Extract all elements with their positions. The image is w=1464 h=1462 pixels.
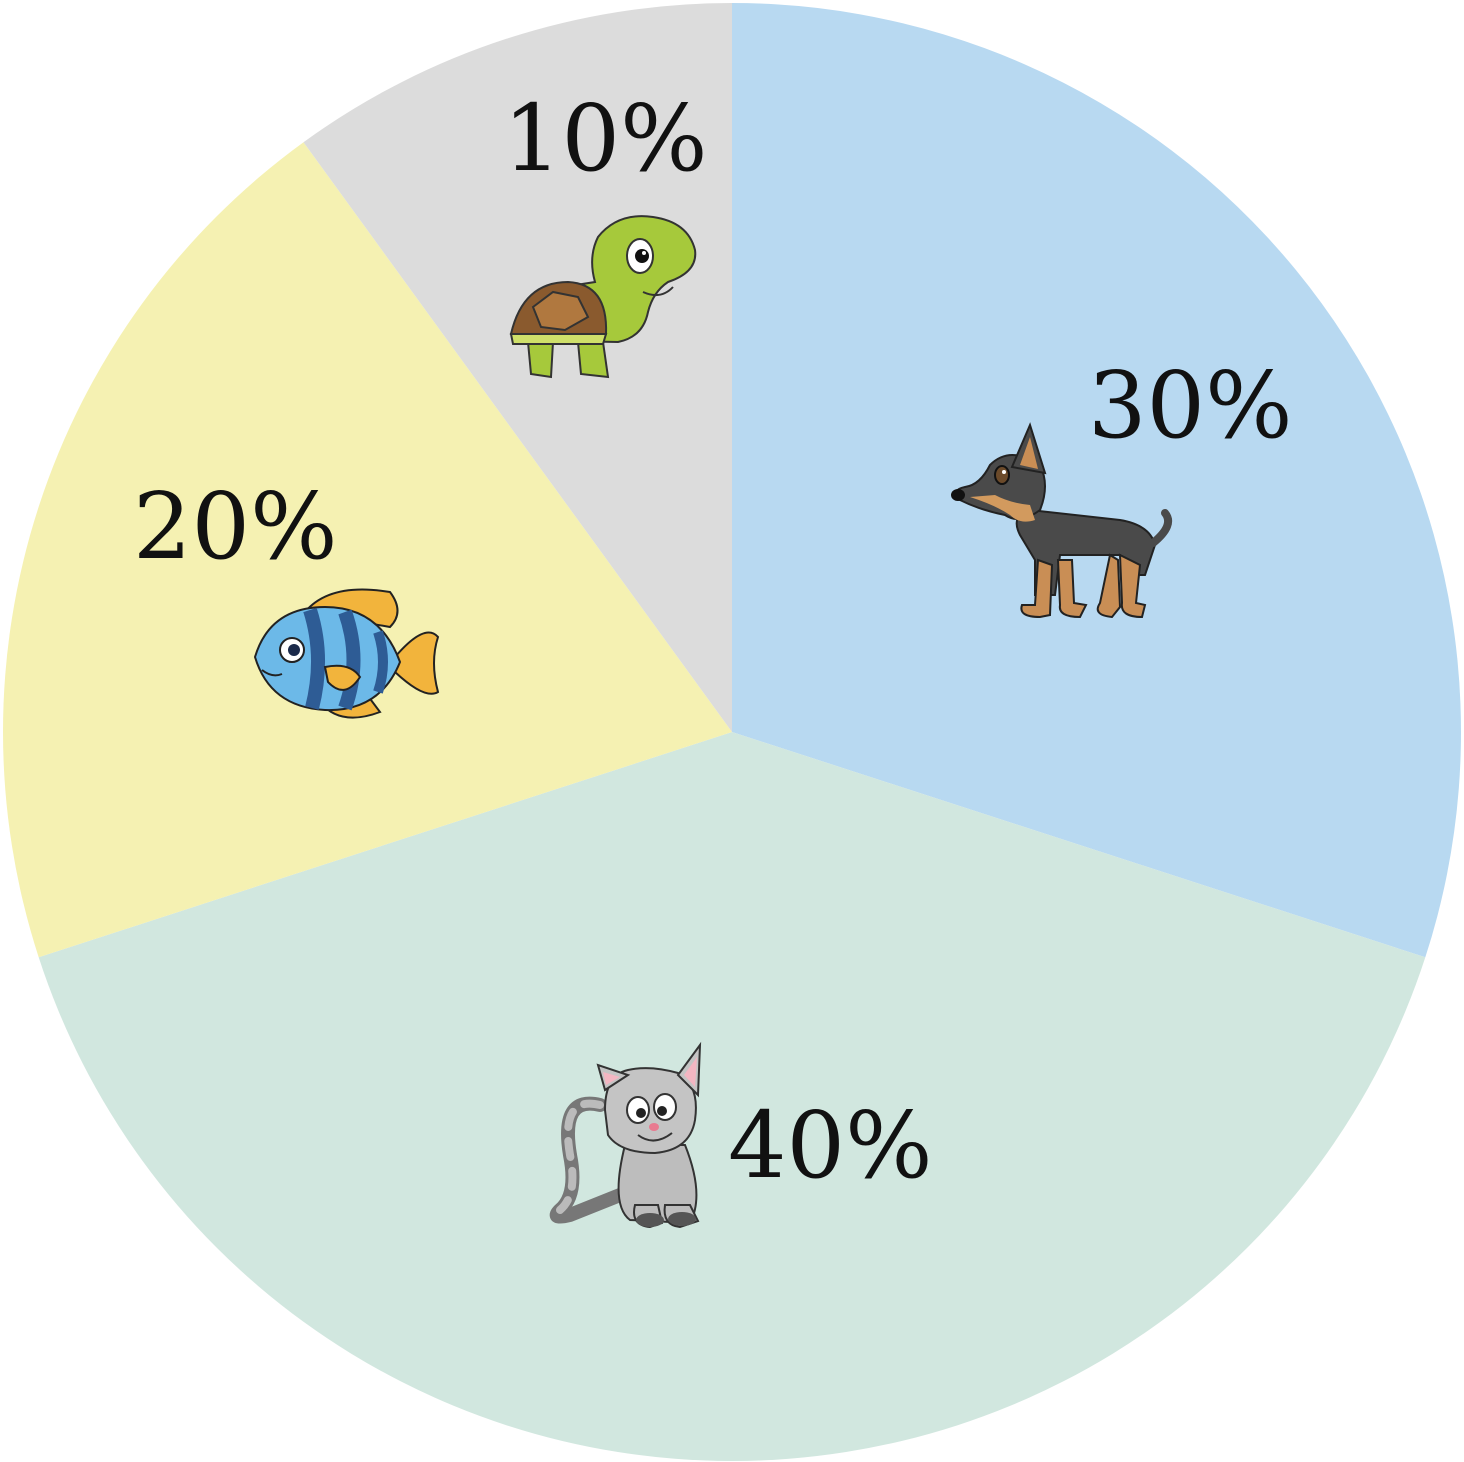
pie-slice-10 <box>303 3 732 732</box>
pie-slice-30 <box>732 3 1461 958</box>
cat-icon <box>549 1041 702 1229</box>
slice-label-20: 20% <box>133 473 337 580</box>
fish-icon <box>253 588 440 719</box>
slice-label-10: 10% <box>503 85 707 192</box>
pie-slices <box>3 3 1461 1461</box>
slice-label-30: 30% <box>1088 352 1292 459</box>
pie-slice-40 <box>38 732 1426 1461</box>
pie-slice-20 <box>3 142 733 958</box>
slice-label-40: 40% <box>728 1092 932 1199</box>
turtle-icon <box>509 215 697 379</box>
dog-icon <box>951 422 1172 619</box>
